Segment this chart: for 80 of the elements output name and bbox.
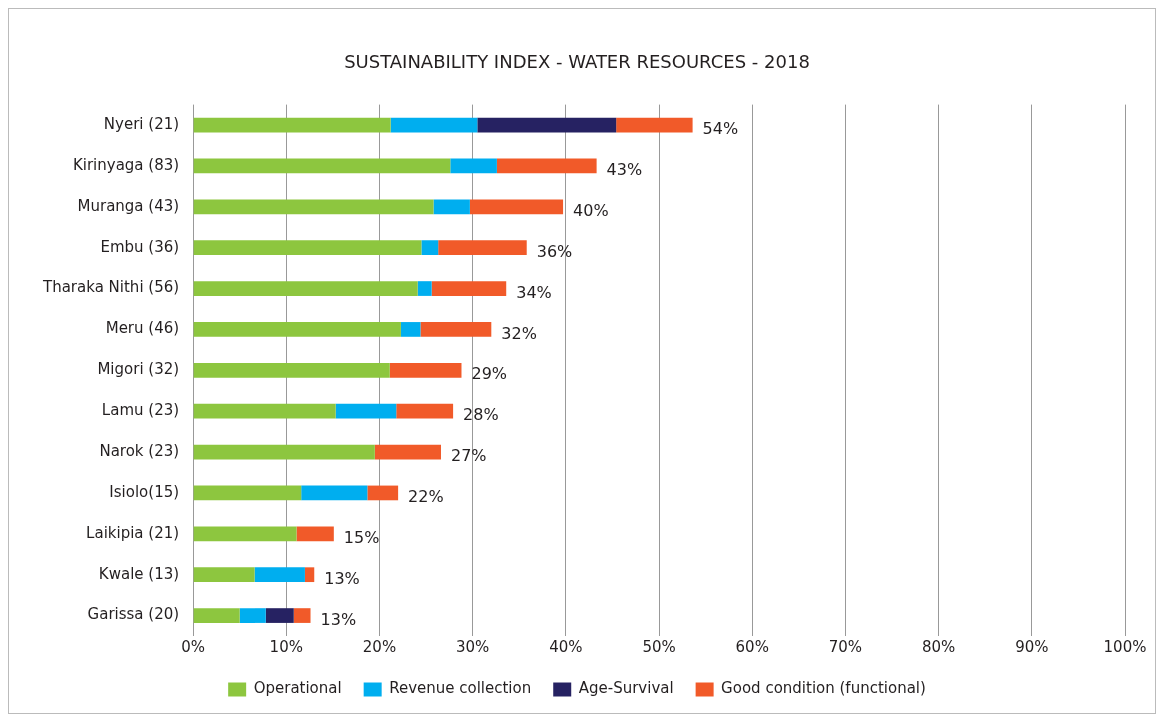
total-label: 27% bbox=[450, 446, 487, 466]
bar bbox=[450, 158, 497, 174]
bar bbox=[374, 444, 441, 460]
bar bbox=[293, 608, 311, 623]
y-tick-label: Embu (36) bbox=[100, 237, 180, 256]
bar bbox=[193, 240, 422, 256]
bar bbox=[390, 117, 478, 133]
bar bbox=[193, 608, 240, 623]
y-tick-label: Isiolo(15) bbox=[109, 482, 180, 501]
x-tick-label: 90% bbox=[1015, 637, 1049, 656]
total-label: 40% bbox=[573, 200, 609, 220]
bar bbox=[193, 199, 434, 215]
x-tick-label: 100% bbox=[1103, 637, 1147, 656]
chart-title: SUSTAINABILITY INDEX - WATER RESOURCES - 2018 bbox=[344, 51, 810, 73]
x-tick-label: 20% bbox=[362, 637, 397, 656]
total-label: 13% bbox=[320, 609, 357, 629]
bar bbox=[420, 322, 492, 337]
bar bbox=[616, 117, 693, 133]
total-label: 34% bbox=[516, 282, 552, 302]
x-tick-label: 60% bbox=[735, 637, 769, 656]
total-label: 29% bbox=[471, 364, 508, 384]
bar bbox=[193, 362, 390, 378]
bar bbox=[193, 322, 401, 337]
bar bbox=[496, 158, 597, 174]
y-tick-label: Kirinyaga (83) bbox=[72, 155, 180, 174]
y-tick-label: Tharaka Nithi (56) bbox=[42, 278, 180, 297]
total-label: 13% bbox=[324, 568, 360, 588]
bar bbox=[193, 567, 255, 583]
total-label: 43% bbox=[606, 160, 643, 180]
x-tick-label: 10% bbox=[269, 637, 303, 656]
bar bbox=[367, 485, 399, 501]
bar bbox=[193, 444, 375, 460]
x-tick-label: 50% bbox=[642, 637, 676, 656]
bar bbox=[396, 403, 454, 419]
bar bbox=[438, 240, 527, 256]
bar bbox=[433, 199, 470, 215]
y-tick-label: Meru (46) bbox=[105, 319, 180, 338]
bar bbox=[301, 485, 368, 501]
bar bbox=[265, 608, 294, 623]
bar bbox=[254, 567, 305, 583]
y-tick-label: Migori (32) bbox=[97, 360, 180, 379]
bar bbox=[193, 281, 418, 296]
x-tick-label: 30% bbox=[456, 637, 490, 656]
total-label: 15% bbox=[343, 527, 380, 547]
bar bbox=[431, 281, 507, 296]
bar bbox=[304, 567, 315, 583]
bar bbox=[193, 158, 451, 174]
x-tick-label: 80% bbox=[921, 637, 956, 656]
y-tick-label: Laikipia (21) bbox=[86, 523, 180, 542]
total-label: 22% bbox=[408, 487, 444, 507]
bar bbox=[477, 117, 617, 133]
bar bbox=[193, 403, 336, 419]
x-tick-label: 70% bbox=[828, 637, 863, 656]
y-tick-label: Lamu (23) bbox=[101, 401, 180, 420]
total-label: 32% bbox=[501, 323, 537, 343]
bar bbox=[193, 117, 391, 133]
y-tick-label: Kwale (13) bbox=[98, 564, 180, 583]
bar bbox=[193, 526, 297, 542]
x-tick-label: 0% bbox=[181, 637, 205, 656]
y-tick-label: Muranga (43) bbox=[77, 196, 180, 215]
y-tick-label: Nyeri (21) bbox=[103, 114, 180, 133]
legend-label: Operational bbox=[253, 679, 342, 698]
bar bbox=[400, 322, 421, 337]
bar bbox=[239, 608, 266, 623]
bar bbox=[296, 526, 334, 542]
bar bbox=[389, 362, 462, 378]
bar bbox=[421, 240, 439, 256]
x-tick-label: 40% bbox=[549, 637, 583, 656]
y-tick-label: Garissa (20) bbox=[87, 605, 180, 624]
legend-label: Age-Survival bbox=[578, 679, 674, 698]
bar bbox=[417, 281, 432, 296]
legend-label: Good condition (functional) bbox=[721, 679, 926, 698]
legend-label: Revenue collection bbox=[389, 679, 532, 698]
total-label: 28% bbox=[463, 405, 499, 425]
bar bbox=[469, 199, 564, 215]
bar bbox=[335, 403, 397, 419]
bar bbox=[193, 485, 302, 501]
total-label: 54% bbox=[702, 119, 739, 139]
y-tick-label: Narok (23) bbox=[99, 441, 180, 460]
total-label: 36% bbox=[536, 241, 573, 261]
